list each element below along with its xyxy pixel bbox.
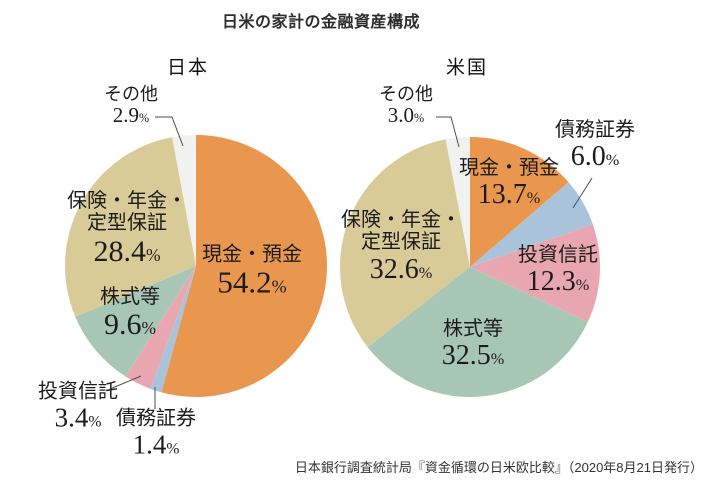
label-japan-investment-trusts: 投資信託 3.4% bbox=[38, 381, 118, 434]
pie-slice-debt-securities bbox=[150, 266, 196, 393]
pie-title-us: 米国 bbox=[445, 57, 489, 79]
pie-chart-us bbox=[340, 137, 601, 398]
label-japan-other: その他 2.9% bbox=[104, 84, 158, 128]
slice-label: 債務証券 bbox=[116, 407, 196, 430]
pie-title-japan: 日本 bbox=[166, 57, 210, 79]
pie-slice-investment-trusts bbox=[470, 224, 601, 323]
leader-line-japan-investment-trusts bbox=[109, 375, 142, 390]
slice-value: 32.6% bbox=[369, 253, 433, 285]
pie-slice-investment-trusts bbox=[125, 266, 196, 389]
label-us-cash-deposits: 現金・預金 13.7% bbox=[459, 157, 559, 211]
slice-label: 投資信託 bbox=[38, 380, 118, 403]
pie-slice-insurance-pension bbox=[64, 137, 196, 317]
label-us-other: その他 3.0% bbox=[379, 84, 433, 128]
pie-slice-equities bbox=[367, 267, 588, 398]
slice-label: 株式等 bbox=[100, 286, 160, 309]
slice-value: 32.5% bbox=[441, 340, 505, 372]
slice-label: 株式等 bbox=[443, 318, 503, 341]
slice-label: 債務証券 bbox=[555, 119, 635, 142]
slice-value: 1.4% bbox=[132, 430, 180, 461]
slice-label: その他 bbox=[104, 84, 158, 105]
leader-line-us-other bbox=[436, 116, 460, 148]
label-us-insurance-pension: 保険・年金・ 定型保証 32.6% bbox=[341, 209, 461, 285]
label-japan-equities: 株式等 9.6% bbox=[100, 286, 160, 342]
pie-slice-other bbox=[172, 135, 196, 266]
slice-label: 現金・預金 bbox=[202, 243, 302, 266]
slice-value: 3.0% bbox=[387, 103, 425, 128]
label-us-debt-securities: 債務証券 6.0% bbox=[555, 119, 635, 173]
slice-label: 保険・年金・ 定型保証 bbox=[67, 189, 187, 235]
slice-value: 6.0% bbox=[570, 141, 620, 173]
slice-label: 現金・預金 bbox=[459, 157, 559, 180]
label-japan-insurance-pension: 保険・年金・ 定型保証 28.4% bbox=[67, 190, 187, 268]
page-title: 日米の家計の金融資産構成 bbox=[222, 14, 421, 31]
pie-slice-equities bbox=[75, 266, 196, 377]
slice-value: 28.4% bbox=[93, 234, 161, 268]
slice-value: 2.9% bbox=[112, 103, 150, 128]
slice-value: 9.6% bbox=[104, 308, 156, 342]
source-note: 日本銀行調査統計局『資金循環の日米欧比較』（2020年8月21日発行） bbox=[294, 460, 703, 475]
label-us-investment-trusts: 投資信託 12.3% bbox=[518, 244, 598, 298]
pie-slice-insurance-pension bbox=[340, 139, 470, 348]
slice-label: その他 bbox=[379, 84, 433, 105]
slice-label: 保険・年金・ 定型保証 bbox=[341, 208, 461, 254]
label-us-equities: 株式等 32.5% bbox=[442, 318, 505, 372]
label-japan-cash-deposits: 現金・預金 54.2% bbox=[202, 243, 302, 300]
pie-slice-cash-deposits bbox=[470, 137, 569, 267]
pie-slice-debt-securities bbox=[470, 182, 593, 267]
slice-label: 投資信託 bbox=[518, 244, 598, 267]
pie-slice-cash-deposits bbox=[161, 135, 327, 397]
leader-line-us-debt-securities bbox=[572, 177, 593, 209]
pie-chart-japan bbox=[64, 135, 327, 397]
slice-value: 3.4% bbox=[54, 403, 102, 434]
slice-value: 54.2% bbox=[217, 264, 287, 300]
pie-slice-other bbox=[445, 137, 470, 267]
label-japan-debt-securities: 債務証券 1.4% bbox=[116, 408, 196, 461]
slice-value: 12.3% bbox=[526, 266, 590, 298]
slice-value: 13.7% bbox=[477, 179, 541, 211]
leader-line-japan-other bbox=[155, 116, 184, 147]
